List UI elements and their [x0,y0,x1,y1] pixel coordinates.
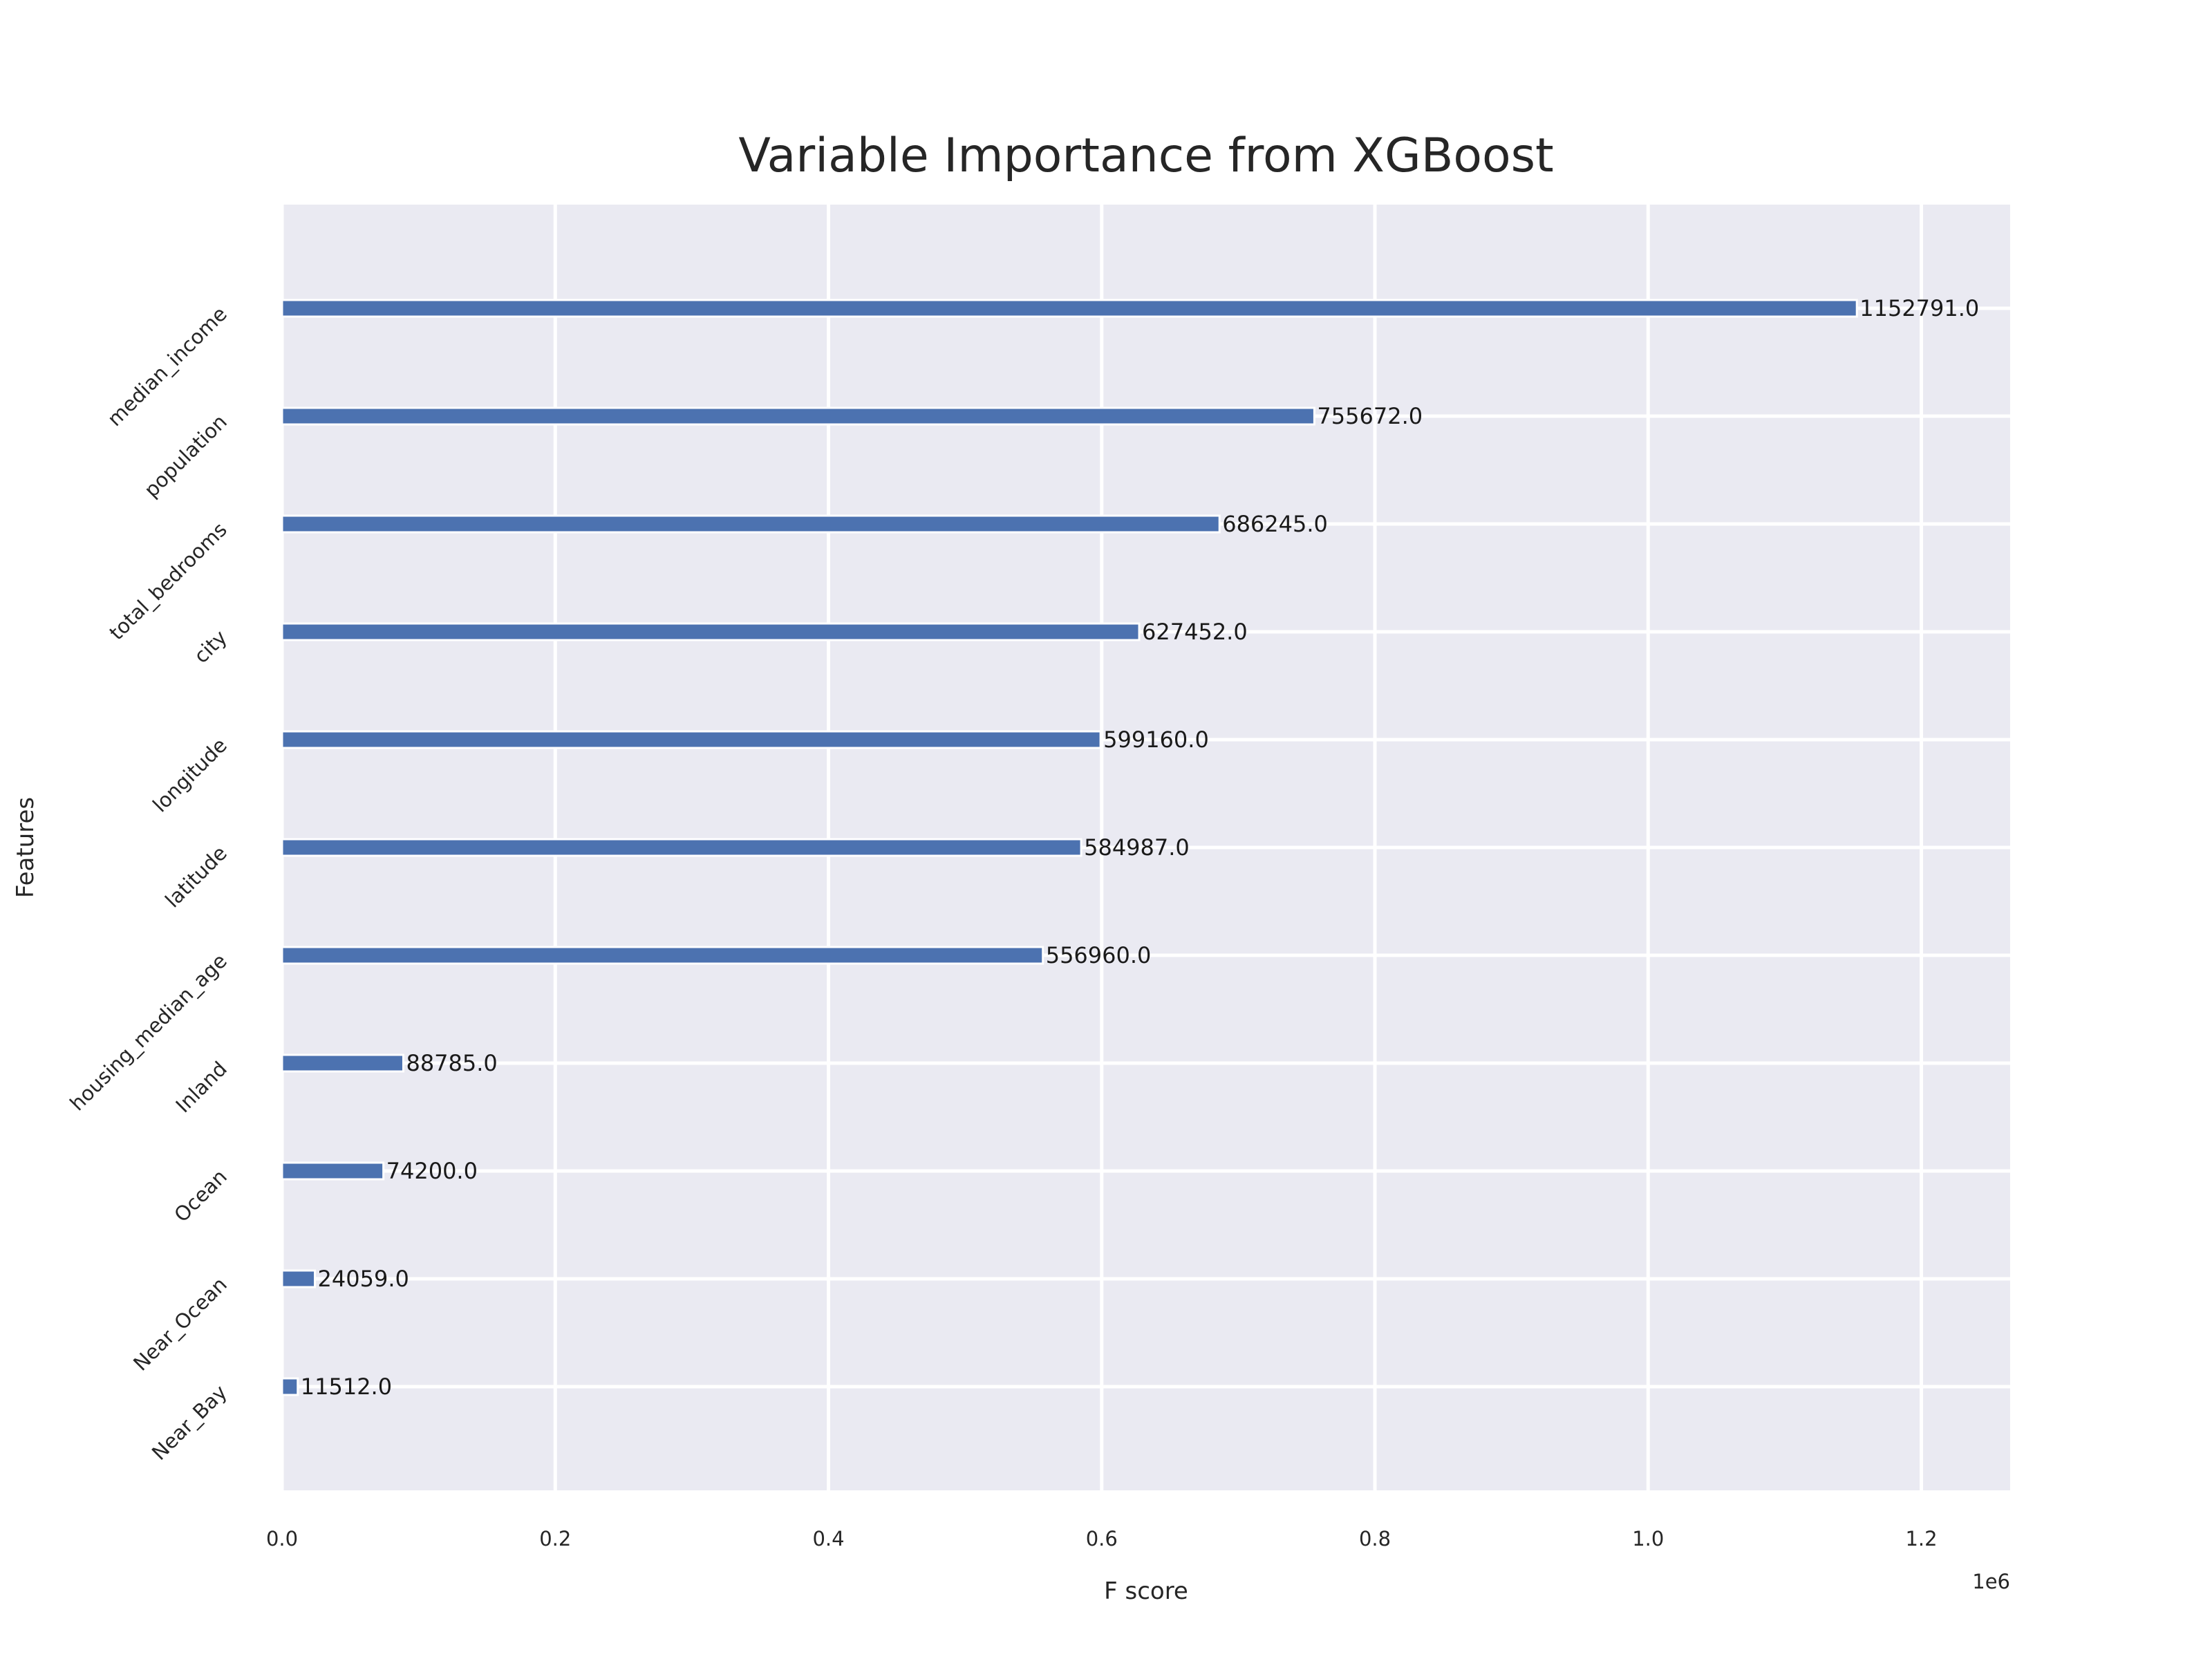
data-label-Near_Ocean: 24059.0 [318,1266,409,1292]
x-axis-offset-text: 1e6 [1972,1570,2010,1593]
y-tick-label-latitude: latitude [160,841,232,912]
bar-Near_Ocean [281,1269,317,1288]
y-tick-label-longitude: longitude [148,733,232,817]
bar-median_income [281,299,1858,318]
bar-layer [281,299,1858,1396]
y-tick-label-Ocean: Ocean [169,1165,232,1227]
y-tick-label-population: population [140,410,232,502]
bar-Inland [281,1053,404,1073]
bar-longitude [281,730,1102,749]
x-tick-label: 0.0 [266,1527,298,1550]
data-label-city: 627452.0 [1142,619,1248,645]
data-label-total_bedrooms: 686245.0 [1222,511,1328,537]
label-layer: 1152791.0 755672.0 686245.0 627452.0 599160.… [301,295,1980,1400]
bar-latitude [281,838,1082,857]
data-label-latitude: 584987.0 [1084,834,1190,861]
data-label-median_income: 1152791.0 [1859,295,1979,321]
y-tick-label-Near_Ocean: Near_Ocean [129,1273,232,1376]
x-tick-label: 1.0 [1632,1527,1664,1550]
data-label-Ocean: 74200.0 [386,1158,478,1184]
data-label-longitude: 599160.0 [1103,727,1209,753]
chart-title: Variable Importance from XGBoost [738,129,1553,183]
data-label-Near_Bay: 11512.0 [301,1374,392,1400]
y-tick-label-median_income: median_income [103,302,232,431]
y-tick-label-Near_Bay: Near_Bay [147,1380,232,1465]
bar-Near_Bay [281,1377,299,1396]
y-tick-label-city: city [189,626,232,668]
y-tick-label-total_bedrooms: total_bedrooms [104,518,232,645]
bar-Ocean [281,1161,385,1181]
bar-housing_median_age [281,946,1044,965]
bar-population [281,406,1315,426]
data-label-housing_median_age: 556960.0 [1046,942,1152,968]
x-tick-label: 0.6 [1086,1527,1118,1550]
y-tick-label-Inland: Inland [171,1057,232,1117]
x-tick-label: 1.2 [1905,1527,1937,1550]
x-tick-label: 0.2 [539,1527,571,1550]
data-label-Inland: 88785.0 [406,1050,497,1076]
x-tick-label: 0.4 [812,1527,844,1550]
y-axis-label: Features [12,797,39,898]
data-label-population: 755672.0 [1317,403,1423,429]
bar-total_bedrooms [281,514,1221,534]
x-tick-label: 0.8 [1359,1527,1391,1550]
bar-city [281,622,1141,641]
x-axis-label: F score [1104,1577,1188,1605]
